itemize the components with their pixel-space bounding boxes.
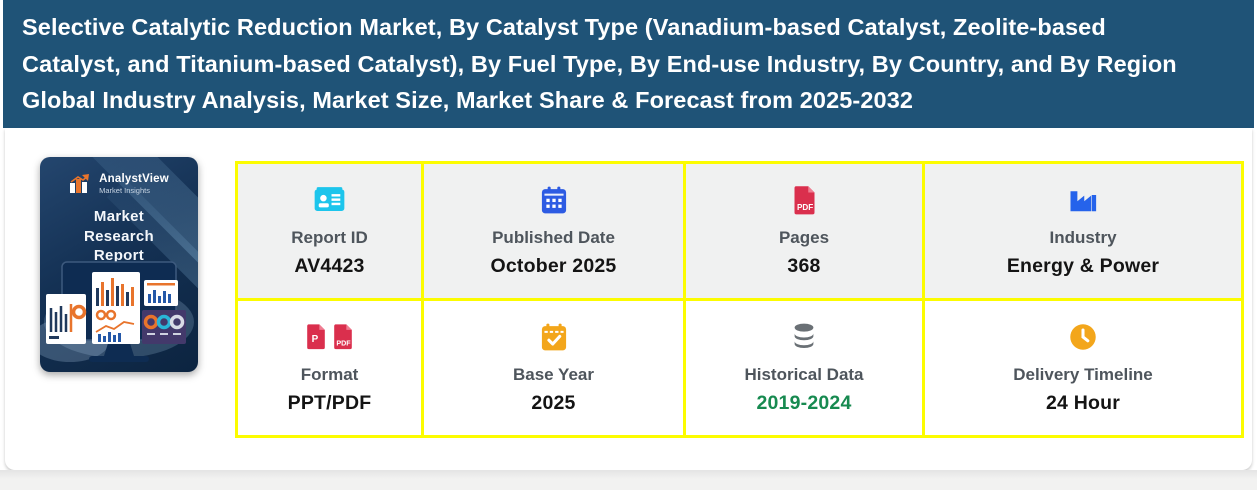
svg-text:P: P <box>312 334 319 345</box>
brand-name: AnalystView <box>99 173 169 185</box>
meta-label: Pages <box>778 227 830 247</box>
ppt-pdf-files-icon: P PDF <box>305 322 354 352</box>
monitor-charts-illustration <box>40 261 194 362</box>
calendar-icon <box>540 185 568 215</box>
meta-label: Historical Data <box>744 364 864 384</box>
brand-tagline: Market Insights <box>99 186 150 195</box>
report-summary-card: AnalystView Market Insights Market Resea… <box>5 128 1252 470</box>
meta-cell-base-year: Base Year 2025 <box>424 301 683 435</box>
meta-cell-pages: PDF Pages 368 <box>686 164 922 298</box>
meta-value: 368 <box>787 254 821 277</box>
meta-value: 2019-2024 <box>756 391 852 414</box>
meta-cell-report-id: Report ID AV4423 <box>238 164 421 298</box>
id-card-icon <box>313 185 346 215</box>
database-icon <box>790 322 818 352</box>
pdf-file-icon: PDF <box>792 185 817 215</box>
meta-value: PPT/PDF <box>287 391 372 414</box>
brand-logo: AnalystView Market Insights <box>40 173 198 195</box>
meta-value: 24 Hour <box>1045 391 1120 414</box>
clock-icon <box>1069 322 1097 352</box>
meta-label: Format <box>300 364 359 384</box>
bar-chart-logo-icon <box>70 174 90 193</box>
meta-cell-delivery-timeline: Delivery Timeline 24 Hour <box>925 301 1241 435</box>
meta-cell-format: P PDF Format PPT/PDF <box>238 301 421 435</box>
svg-text:PDF: PDF <box>797 203 813 212</box>
calendar-check-icon <box>540 322 568 352</box>
meta-value: 2025 <box>531 391 576 414</box>
page-background-strip <box>0 470 1257 490</box>
report-cover-thumbnail: AnalystView Market Insights Market Resea… <box>40 157 198 372</box>
page-title: Selective Catalytic Reduction Market, By… <box>22 14 1177 113</box>
meta-label: Industry <box>1049 227 1117 247</box>
meta-cell-historical-data: Historical Data 2019-2024 <box>686 301 922 435</box>
factory-icon <box>1068 185 1098 215</box>
svg-text:PDF: PDF <box>336 339 351 347</box>
meta-value: AV4423 <box>294 254 365 277</box>
report-meta-grid: Report ID AV4423 Published Date October … <box>235 161 1244 438</box>
page-header: Selective Catalytic Reduction Market, By… <box>3 0 1254 128</box>
meta-label: Delivery Timeline <box>1013 364 1153 384</box>
meta-value: Energy & Power <box>1006 254 1160 277</box>
meta-label: Base Year <box>513 364 594 384</box>
cover-title: Market Research Report <box>84 208 154 264</box>
meta-label: Report ID <box>291 227 368 247</box>
meta-cell-published-date: Published Date October 2025 <box>424 164 683 298</box>
meta-value: October 2025 <box>490 254 617 277</box>
meta-cell-industry: Industry Energy & Power <box>925 164 1241 298</box>
meta-label: Published Date <box>492 227 615 247</box>
